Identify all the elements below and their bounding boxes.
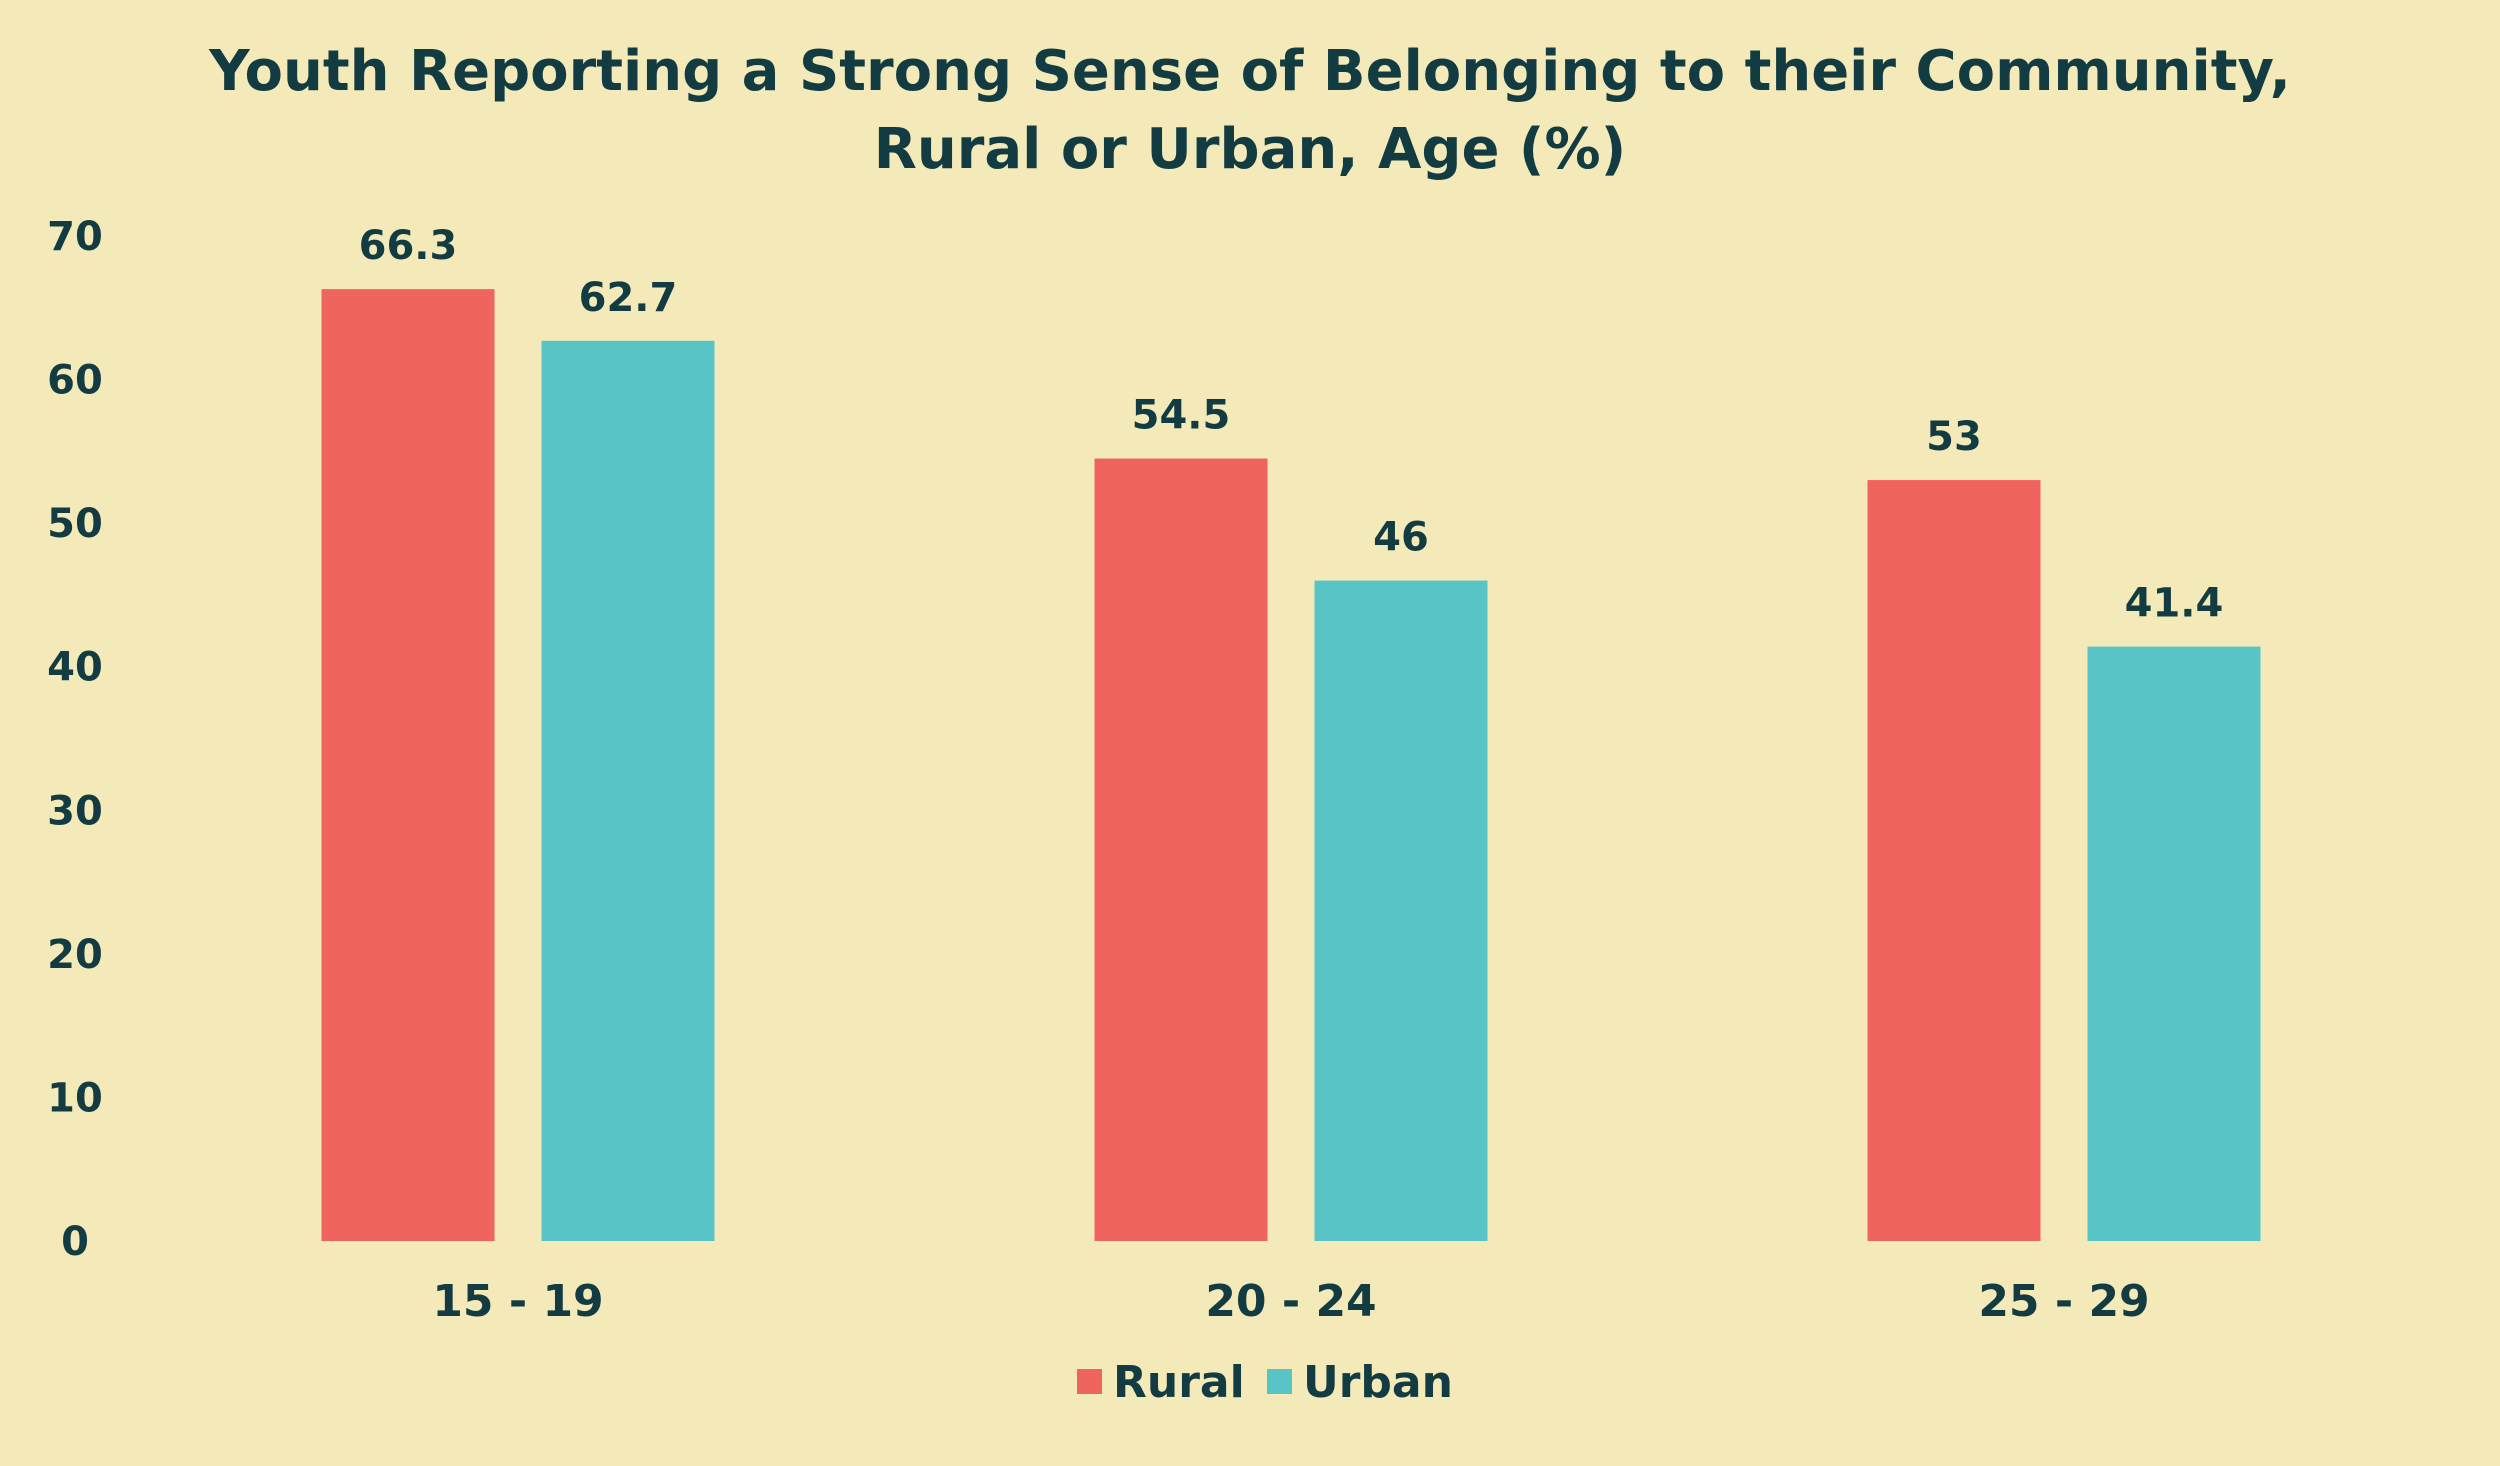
bar-urban-3 (2087, 646, 2261, 1241)
y-tick-label: 30 (47, 788, 103, 834)
data-label-rural-2: 54.5 (1132, 393, 1231, 439)
data-label-rural-1: 66.3 (359, 223, 458, 269)
x-tick-label: 25 - 29 (1978, 1276, 2149, 1327)
y-tick-label: 50 (47, 501, 103, 547)
legend-label-urban: Urban (1303, 1357, 1453, 1408)
legend: Rural Urban (1077, 1357, 1453, 1408)
x-axis: 15 - 19 20 - 24 25 - 29 (432, 1276, 2149, 1327)
legend-label-rural: Rural (1113, 1357, 1245, 1408)
data-label-urban-2: 46 (1373, 515, 1429, 561)
y-tick-label: 10 (47, 1075, 103, 1121)
data-label-urban-1: 62.7 (579, 275, 678, 321)
y-tick-label: 70 (47, 214, 103, 260)
data-label-rural-3: 53 (1926, 414, 1982, 460)
y-tick-label: 40 (47, 645, 103, 691)
bar-urban-1 (541, 340, 715, 1241)
legend-swatch-urban (1267, 1369, 1292, 1394)
y-tick-label: 20 (47, 932, 103, 978)
x-tick-label: 15 - 19 (432, 1276, 603, 1327)
bar-rural-1 (321, 289, 495, 1241)
y-tick-label: 60 (47, 358, 103, 404)
data-label-urban-3: 41.4 (2125, 581, 2224, 627)
y-tick-label: 0 (61, 1219, 89, 1265)
y-axis: 0 10 20 30 40 50 60 70 (47, 214, 103, 1265)
bar-rural-2 (1094, 458, 1268, 1241)
x-tick-label: 20 - 24 (1205, 1276, 1376, 1327)
bar-rural-3 (1867, 480, 2041, 1242)
chart-subtitle: Rural or Urban, Age (%) (874, 117, 1626, 182)
chart-title: Youth Reporting a Strong Sense of Belong… (208, 39, 2291, 104)
bar-series: 66.3 54.5 53 62.7 46 41.4 (321, 223, 2261, 1242)
legend-swatch-rural (1077, 1369, 1102, 1394)
bar-urban-2 (1314, 580, 1488, 1241)
